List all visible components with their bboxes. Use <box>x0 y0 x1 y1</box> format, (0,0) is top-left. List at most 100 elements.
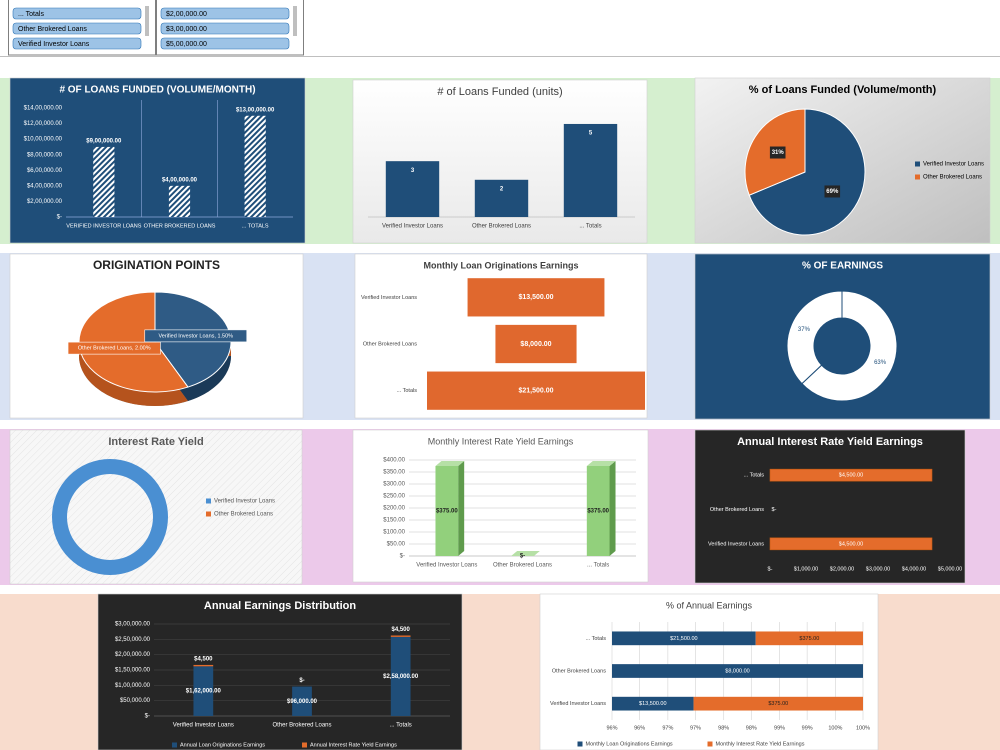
data-label: $- <box>299 678 304 684</box>
bar <box>769 468 933 482</box>
y-tick-label: $10,00,000.00 <box>24 137 63 143</box>
data-label: $96,000.00 <box>287 699 318 705</box>
legend-label: Monthly Interest Rate Yield Earnings <box>716 741 805 747</box>
data-label: $- <box>520 554 525 560</box>
bar-side <box>609 461 616 556</box>
slicer-item[interactable] <box>160 22 290 35</box>
chart-title: ORIGINATION POINTS <box>93 258 220 272</box>
y-tick-label: $- <box>145 714 150 720</box>
bar <box>693 696 863 711</box>
y-tick-label: $100.00 <box>383 530 405 536</box>
x-tick-label: Other Brokered Loans <box>272 723 331 729</box>
slicer-item-label: Other Brokered Loans <box>18 26 87 33</box>
bar <box>474 179 529 217</box>
x-tick-label: 99% <box>774 725 785 731</box>
data-label: $375.00 <box>436 509 458 515</box>
chart-title: # of Loans Funded (units) <box>437 86 562 98</box>
y-tick-label: $50.00 <box>387 542 406 548</box>
x-tick-label: ... Totals <box>587 563 609 569</box>
legend-swatch <box>172 742 177 748</box>
y-tick-label: $6,00,000.00 <box>27 168 63 174</box>
y-tick-label: $- <box>400 554 405 560</box>
data-label: $13,500.00 <box>639 701 667 707</box>
bar <box>435 466 459 556</box>
slicer-item-label: $5,00,000.00 <box>166 41 207 48</box>
y-tick-label: $200.00 <box>383 506 405 512</box>
x-tick-label: $4,000.00 <box>902 566 926 572</box>
legend-label: Other Brokered Loans <box>923 175 982 181</box>
x-tick-label: $1,000.00 <box>794 566 818 572</box>
legend-label: Annual Interest Rate Yield Earnings <box>310 742 397 748</box>
data-label: 37% <box>798 327 811 333</box>
legend-swatch <box>915 174 920 180</box>
y-tick-label: Other Brokered Loans <box>552 668 606 674</box>
x-tick-label: 96% <box>606 725 617 731</box>
chart-title: # OF LOANS FUNDED (VOLUME/MONTH) <box>59 85 255 96</box>
x-tick-label: $3,000.00 <box>866 566 890 572</box>
chart-title: Monthly Interest Rate Yield Earnings <box>428 436 574 446</box>
data-label: $21,500.00 <box>518 388 553 395</box>
y-tick-label: ... Totals <box>397 388 418 394</box>
y-tick-label: Other Brokered Loans <box>363 341 417 347</box>
y-tick-label: $2,50,000.00 <box>115 637 151 643</box>
legend-label: Verified Investor Loans <box>214 499 275 505</box>
data-label: Verified Investor Loans, 1.50% <box>158 333 233 339</box>
chart-title: Annual Earnings Distribution <box>204 600 356 612</box>
data-label: Other Brokered Loans, 2.00% <box>78 346 151 352</box>
slicer-item-label: $2,00,000.00 <box>166 11 207 18</box>
chart-title: % of Annual Earnings <box>666 600 753 610</box>
x-tick-label: Verified Investor Loans <box>173 723 234 729</box>
chart-title: Interest Rate Yield <box>108 436 203 448</box>
data-label: 2 <box>500 186 504 192</box>
x-tick-label: 96% <box>634 725 645 731</box>
data-label: $4,00,000.00 <box>162 177 198 183</box>
bar <box>390 636 411 716</box>
x-tick-label: $5,000.00 <box>938 566 962 572</box>
x-tick-label: 100% <box>828 725 842 731</box>
data-label: $4,500 <box>194 657 213 663</box>
data-label: $375.00 <box>799 636 819 642</box>
bar <box>612 696 694 711</box>
x-tick-label: 97% <box>690 725 701 731</box>
scrollbar <box>293 6 297 36</box>
legend-swatch <box>206 511 211 517</box>
x-tick-label: Verified Investor Loans <box>416 563 477 569</box>
y-tick-label: $50,000.00 <box>120 698 151 704</box>
bar <box>755 631 863 646</box>
y-tick-label: Verified Investor Loans <box>550 701 606 707</box>
y-tick-label: $- <box>57 215 62 221</box>
bar <box>93 146 115 217</box>
donut-slice <box>786 290 843 385</box>
slicer-item-label: Verified Investor Loans <box>18 41 90 48</box>
slicer-item[interactable] <box>12 37 142 50</box>
data-label: 5 <box>589 131 593 137</box>
bar-top <box>511 551 540 556</box>
x-tick-label: 99% <box>802 725 813 731</box>
bar <box>612 664 863 678</box>
legend-swatch <box>577 741 583 747</box>
data-label: $9,00,000.00 <box>86 139 122 145</box>
x-tick-label: OTHER BROKERED LOANS <box>144 223 216 229</box>
x-tick-label: $2,000.00 <box>830 566 854 572</box>
y-tick-label: $14,00,000.00 <box>24 106 63 112</box>
slicer-item[interactable] <box>12 22 142 35</box>
data-label: 31% <box>772 150 785 156</box>
y-tick-label: $3,00,000.00 <box>115 622 151 628</box>
x-tick-label: 97% <box>662 725 673 731</box>
slicer-item[interactable] <box>12 7 142 20</box>
legend-label: Other Brokered Loans <box>214 512 273 518</box>
data-label: $- <box>772 507 777 513</box>
y-tick-label: ... Totals <box>744 473 765 479</box>
data-label: $13,500.00 <box>518 294 553 301</box>
data-label: 63% <box>874 360 887 366</box>
slicer-item[interactable] <box>160 37 290 50</box>
slicer-item[interactable] <box>160 7 290 20</box>
x-tick-label: ... Totals <box>390 723 412 729</box>
bar <box>586 466 610 556</box>
bar <box>390 635 411 637</box>
data-label: $4,500.00 <box>839 473 863 479</box>
y-tick-label: Verified Investor Loans <box>708 541 764 547</box>
legend-swatch <box>707 741 713 747</box>
chart-panel <box>694 429 966 584</box>
